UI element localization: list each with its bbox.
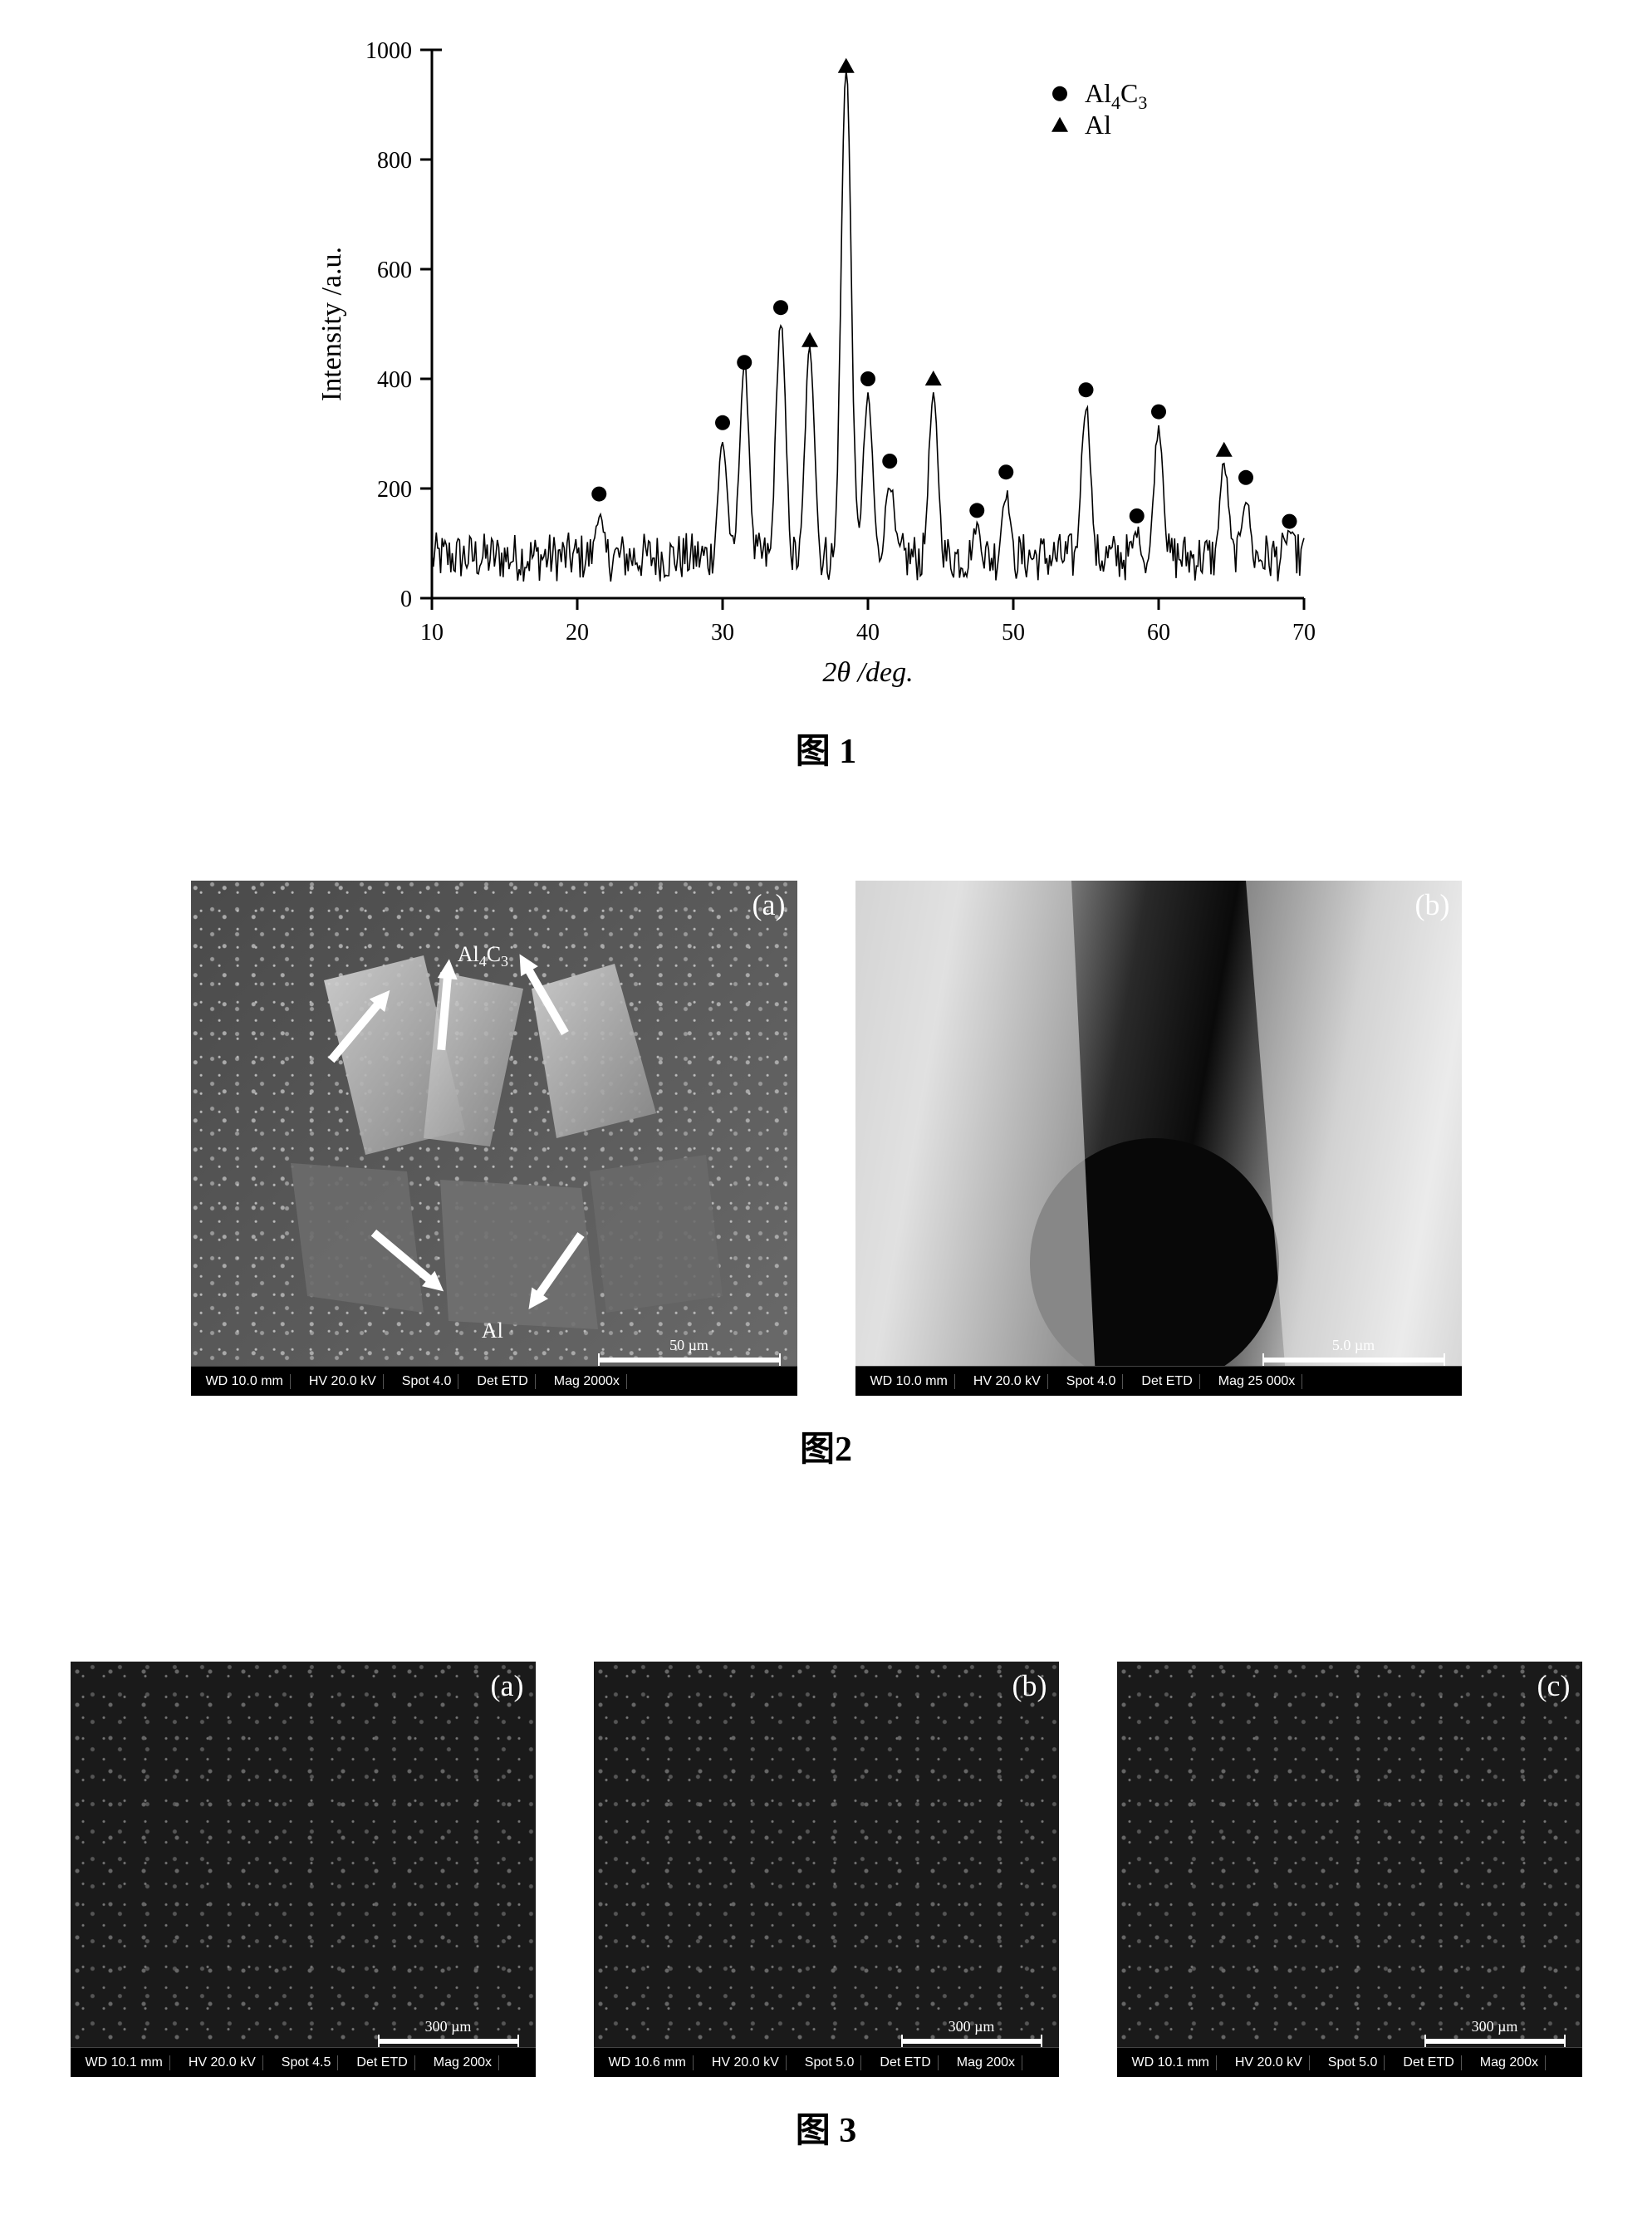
fig3-panel-c: (c) 300 µm WD 10.1 mm HV 20.0 kV Spot 5.…	[1117, 1662, 1582, 2077]
sem-footer: WD 10.0 mm HV 20.0 kV Spot 4.0 Det ETD M…	[191, 1366, 797, 1396]
scalebar: 50 µm	[598, 1337, 781, 1363]
svg-text:800: 800	[377, 148, 412, 174]
sem-footer: WD 10.0 mm HV 20.0 kV Spot 4.0 Det ETD M…	[855, 1366, 1462, 1396]
svg-text:50: 50	[1002, 620, 1025, 646]
scalebar: 300 µm	[378, 2018, 519, 2044]
figure-2-panels: (a) Al4C3 Al 50 µm WD 10.0 mm HV 20.0 kV…	[191, 881, 1462, 1396]
annotation-al: Al	[482, 1318, 503, 1343]
fig2-panel-a: (a) Al4C3 Al 50 µm WD 10.0 mm HV 20.0 kV…	[191, 881, 797, 1396]
footer-spot: Spot 4.0	[395, 1374, 459, 1389]
scalebar-label: 300 µm	[1472, 2018, 1518, 2035]
svg-text:Intensity /a.u.: Intensity /a.u.	[316, 247, 347, 401]
figure-1-caption: 图 1	[796, 723, 857, 773]
panel-letter: (b)	[1012, 1668, 1047, 1703]
xrd-chart: 10 20 30 40 50 60 70 0 200 400 600 800 1000 2θ /deg. I…	[307, 17, 1346, 698]
scalebar-label: 5.0 µm	[1332, 1337, 1375, 1354]
svg-text:70: 70	[1292, 620, 1316, 646]
figure-3-caption: 图 3	[796, 2102, 857, 2153]
svg-text:40: 40	[856, 620, 880, 646]
sem-footer: WD 10.1 mm HV 20.0 kV Spot 4.5 Det ETD M…	[71, 2047, 536, 2077]
footer-hv: HV 20.0 kV	[302, 1374, 384, 1389]
footer-det: Det ETD	[470, 1374, 535, 1389]
svg-text:20: 20	[566, 620, 589, 646]
svg-text:0: 0	[400, 587, 412, 612]
scalebar: 300 µm	[901, 2018, 1042, 2044]
scalebar-label: 300 µm	[949, 2018, 995, 2035]
sem-footer: WD 10.6 mm HV 20.0 kV Spot 5.0 Det ETD M…	[594, 2047, 1059, 2077]
sem-footer: WD 10.1 mm HV 20.0 kV Spot 5.0 Det ETD M…	[1117, 2047, 1582, 2077]
panel-letter: (a)	[752, 887, 786, 922]
svg-text:200: 200	[377, 477, 412, 503]
scalebar: 300 µm	[1424, 2018, 1566, 2044]
fig2-panel-b: (b) 5.0 µm WD 10.0 mm HV 20.0 kV Spot 4.…	[855, 881, 1462, 1396]
figure-1: 10 20 30 40 50 60 70 0 200 400 600 800 1000 2θ /deg. I…	[249, 17, 1403, 773]
annotation-al4c3: Al4C3	[458, 942, 508, 970]
figure-2-caption: 图2	[800, 1421, 852, 1471]
fig3-panel-a: (a) 300 µm WD 10.1 mm HV 20.0 kV Spot 4.…	[71, 1662, 536, 2077]
svg-text:400: 400	[377, 367, 412, 393]
svg-text:Al4C3: Al4C3	[1085, 78, 1147, 113]
scalebar-label: 50 µm	[669, 1337, 708, 1354]
svg-text:1000: 1000	[365, 38, 412, 64]
footer-wd: WD 10.0 mm	[199, 1374, 291, 1389]
figure-2: (a) Al4C3 Al 50 µm WD 10.0 mm HV 20.0 kV…	[91, 881, 1561, 1471]
svg-text:30: 30	[711, 620, 734, 646]
figure-3: (a) 300 µm WD 10.1 mm HV 20.0 kV Spot 4.…	[58, 1662, 1594, 2153]
svg-text:10: 10	[420, 620, 444, 646]
panel-letter: (a)	[491, 1668, 524, 1703]
scalebar: 5.0 µm	[1262, 1337, 1445, 1363]
svg-text:Al: Al	[1085, 110, 1111, 140]
figure-3-panels: (a) 300 µm WD 10.1 mm HV 20.0 kV Spot 4.…	[71, 1662, 1582, 2077]
svg-text:60: 60	[1147, 620, 1170, 646]
panel-letter: (b)	[1415, 887, 1450, 922]
panel-letter: (c)	[1537, 1668, 1571, 1703]
scalebar-label: 300 µm	[425, 2018, 472, 2035]
fig3-panel-b: (b) 300 µm WD 10.6 mm HV 20.0 kV Spot 5.…	[594, 1662, 1059, 2077]
svg-text:600: 600	[377, 258, 412, 283]
footer-mag: Mag 2000x	[547, 1374, 627, 1389]
svg-text:2θ /deg.: 2θ /deg.	[822, 657, 913, 688]
